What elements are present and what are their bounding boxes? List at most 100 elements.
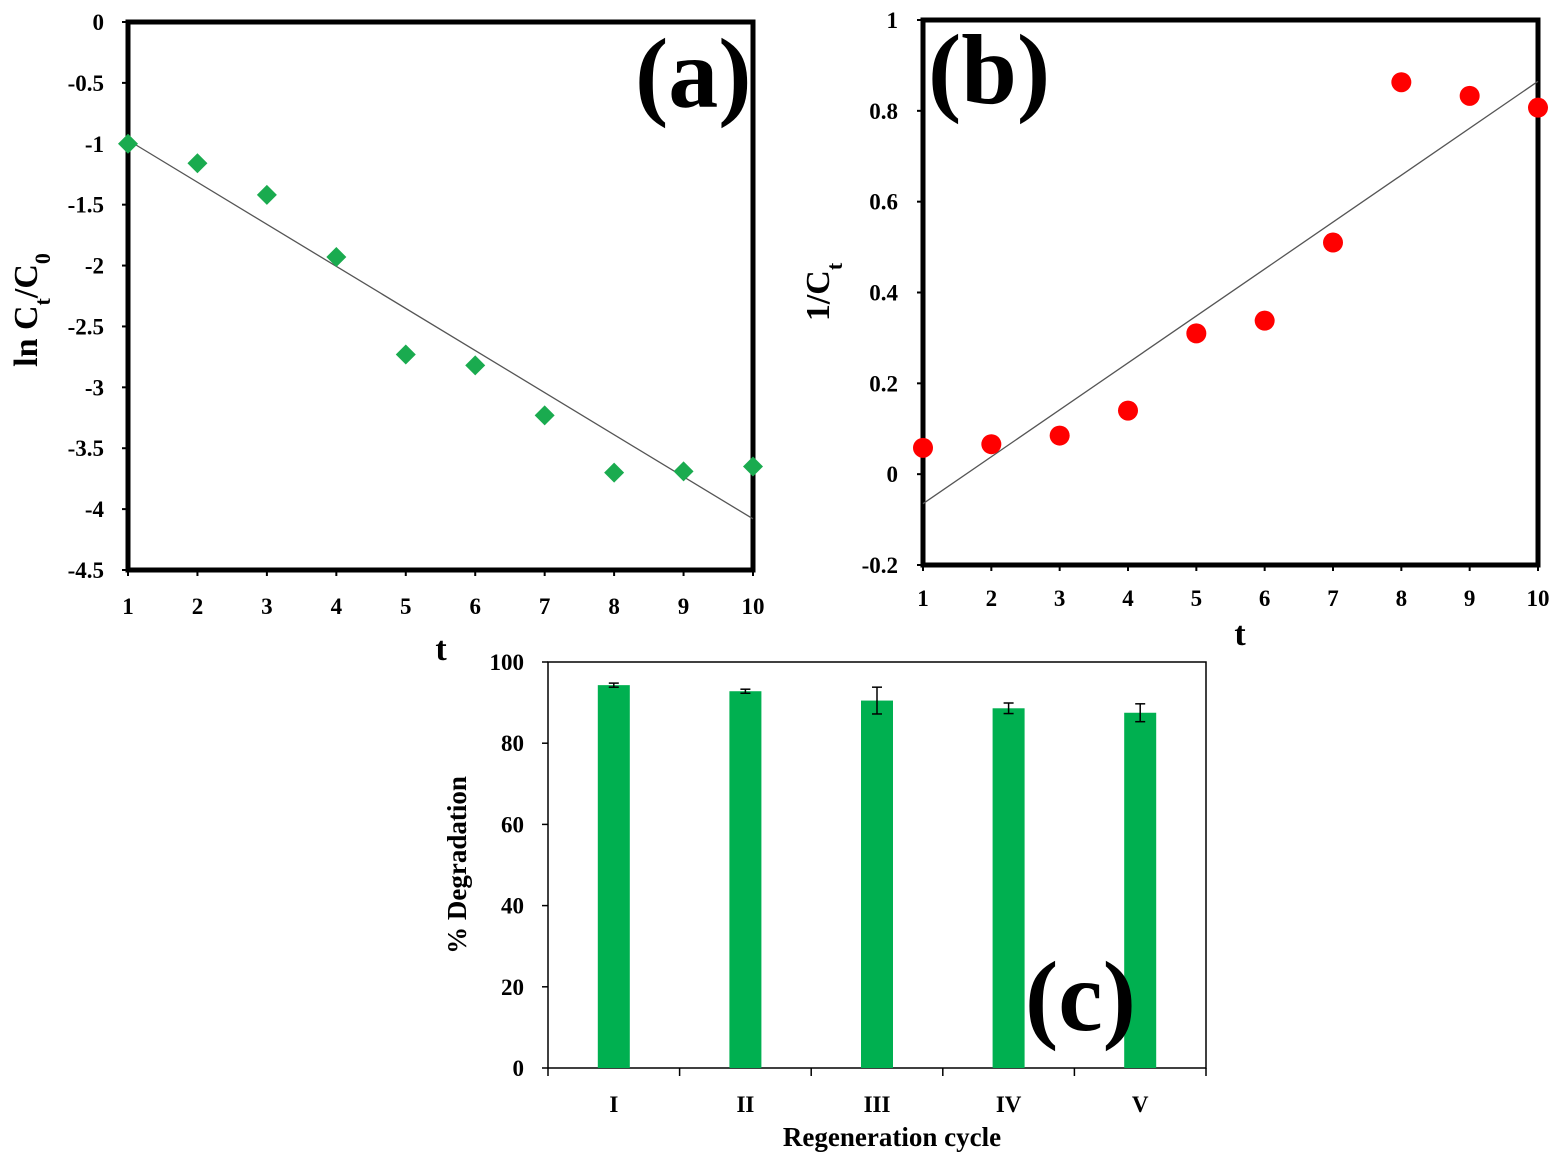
x-tick-label: II	[736, 1092, 754, 1117]
x-tick-label: 7	[539, 594, 551, 619]
y-tick-label: -2.5	[68, 314, 104, 339]
bar	[597, 685, 630, 1068]
x-tick-label: 4	[331, 594, 343, 619]
y-tick-label: 0.8	[869, 99, 898, 124]
bar	[992, 708, 1025, 1068]
y-tick-label: -0.5	[68, 71, 104, 96]
data-point	[1049, 425, 1070, 446]
data-point	[118, 133, 138, 154]
x-tick-label: 6	[469, 594, 481, 619]
data-point	[1186, 323, 1207, 344]
data-point	[465, 355, 486, 376]
x-tick-label: 3	[261, 594, 273, 619]
x-tick-label: 10	[1527, 586, 1550, 611]
chart-b-y-axis-title: 1/Ct	[800, 262, 847, 321]
x-tick-label: 8	[1396, 586, 1408, 611]
y-tick-label: -1.5	[68, 193, 104, 218]
data-point	[256, 184, 277, 205]
chart-b-y-ticks: 1 0.8 0.6 0.4 0.2 0 -0.2	[862, 8, 923, 578]
data-point	[913, 437, 933, 458]
y-tick-label: -0.2	[862, 553, 898, 578]
data-point	[743, 456, 763, 477]
x-tick-label: 9	[678, 594, 690, 619]
data-point	[1459, 85, 1480, 106]
y-tick-label: 0.2	[869, 371, 898, 396]
data-point	[326, 247, 347, 268]
chart-a-y-ticks: 0 -0.5 -1 -1.5 -2 -2.5 -3 -3.5 -4 -4.5	[68, 10, 128, 583]
x-tick-label: 2	[192, 594, 204, 619]
data-point	[395, 344, 416, 365]
chart-c-x-axis-title: Regeneration cycle	[783, 1122, 1001, 1152]
y-tick-label: -4.5	[68, 558, 104, 583]
y-tick-label: -4	[85, 497, 105, 522]
x-tick-label: V	[1132, 1092, 1149, 1117]
data-point	[604, 462, 625, 483]
data-point	[1391, 72, 1412, 93]
chart-b-x-axis-title: t	[1234, 616, 1246, 653]
y-tick-label: 100	[490, 650, 525, 675]
data-point	[1528, 97, 1548, 118]
x-tick-label: 8	[608, 594, 620, 619]
y-tick-label: 0	[513, 1056, 525, 1081]
data-point	[1254, 310, 1275, 331]
x-tick-label: 10	[742, 594, 765, 619]
x-tick-label: IV	[996, 1092, 1022, 1117]
y-tick-label: -2	[85, 254, 104, 279]
chart-c-panel-label: (c)	[1025, 941, 1136, 1052]
chart-a-y-axis-title: ln Ct/C0	[8, 253, 55, 367]
x-tick-label: 7	[1327, 586, 1339, 611]
chart-c-y-ticks: 100 80 60 40 20 0	[490, 650, 548, 1081]
y-tick-label: -3.5	[68, 436, 104, 461]
x-tick-label: 5	[400, 594, 412, 619]
data-point	[534, 405, 555, 426]
data-point	[1118, 400, 1138, 421]
y-tick-label: 20	[501, 975, 524, 1000]
data-point	[981, 434, 1002, 455]
y-tick-label: 0.4	[869, 281, 898, 306]
data-point	[1323, 232, 1343, 253]
data-point	[187, 153, 208, 174]
chart-b-x-ticks: 1 2 3 4 5 6 7 8 9 10	[917, 565, 1550, 611]
y-tick-label: 0.6	[869, 190, 898, 215]
bar	[861, 700, 893, 1068]
chart-b-trendline-group	[922, 80, 1539, 505]
x-tick-label: 9	[1464, 586, 1476, 611]
y-tick-label: 0	[93, 10, 105, 35]
y-tick-label: 0	[887, 462, 899, 487]
y-tick-label: 60	[501, 812, 524, 837]
y-tick-label: -1	[85, 132, 104, 157]
x-tick-label: 1	[122, 594, 134, 619]
x-tick-label: 3	[1054, 586, 1066, 611]
y-tick-label: 80	[501, 731, 524, 756]
chart-a-panel-label: (a)	[635, 18, 752, 129]
x-tick-label: 4	[1122, 586, 1134, 611]
chart-a-plot-frame	[125, 19, 756, 573]
chart-b: 10.80.60.40.20-0.2 1 2 3 4 5 6 7 8 9 10 (b) 1/Ct …	[800, 8, 1550, 653]
data-point	[673, 461, 694, 482]
x-tick-label: III	[864, 1092, 891, 1117]
chart-a-x-ticks: 1 2 3 4 5 6 7 8 9 10	[122, 570, 765, 619]
chart-b-points	[913, 72, 1548, 458]
trendline	[922, 80, 1539, 505]
chart-c-x-ticks: I II III IV V	[547, 1068, 1207, 1117]
chart-c-y-axis-title: % Degradation	[442, 776, 472, 954]
y-tick-label: 1	[887, 8, 899, 33]
bar	[1124, 712, 1157, 1068]
chart-a-points	[118, 133, 763, 483]
x-tick-label: 1	[917, 586, 929, 611]
x-tick-label: 5	[1191, 586, 1203, 611]
x-tick-label: 2	[986, 586, 998, 611]
y-tick-label: 40	[501, 894, 524, 919]
chart-c-bars	[597, 682, 1157, 1068]
trendline	[127, 139, 754, 520]
x-tick-label: I	[609, 1092, 618, 1117]
x-tick-label: 6	[1259, 586, 1271, 611]
chart-b-panel-label: (b)	[928, 14, 1050, 125]
y-tick-label: -3	[85, 375, 104, 400]
bar	[729, 691, 762, 1068]
chart-a-trendline-group	[127, 139, 754, 520]
chart-a-x-axis-title: t	[435, 631, 447, 668]
